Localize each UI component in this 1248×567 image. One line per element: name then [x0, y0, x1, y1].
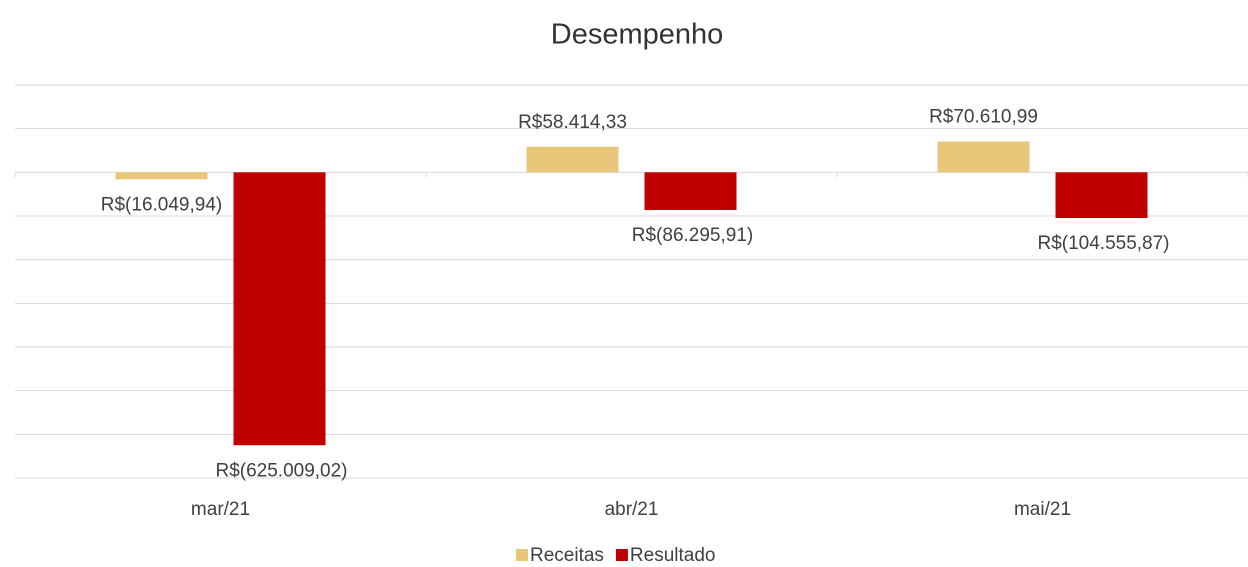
bar — [1055, 172, 1148, 218]
x-tick-label: mar/21 — [191, 499, 250, 520]
bar — [233, 172, 326, 446]
data-label: R$(104.555,87) — [1037, 233, 1169, 254]
data-label: R$70.610,99 — [929, 107, 1038, 128]
legend-label: Resultado — [630, 545, 716, 566]
bar — [937, 141, 1030, 173]
x-tick-label: mai/21 — [1014, 499, 1071, 520]
bar — [115, 172, 208, 180]
chart-title: Desempenho — [551, 19, 724, 51]
data-label: R$58.414,33 — [518, 112, 627, 133]
x-tick-label: abr/21 — [605, 499, 659, 520]
bar — [526, 146, 619, 173]
legend-label: Receitas — [530, 545, 604, 566]
data-label: R$(16.049,94) — [101, 194, 222, 215]
bar — [644, 172, 737, 211]
data-label: R$(625.009,02) — [215, 460, 347, 481]
legend-swatch — [615, 549, 628, 561]
legend-swatch — [516, 549, 528, 561]
data-label: R$(86.295,91) — [632, 225, 753, 246]
